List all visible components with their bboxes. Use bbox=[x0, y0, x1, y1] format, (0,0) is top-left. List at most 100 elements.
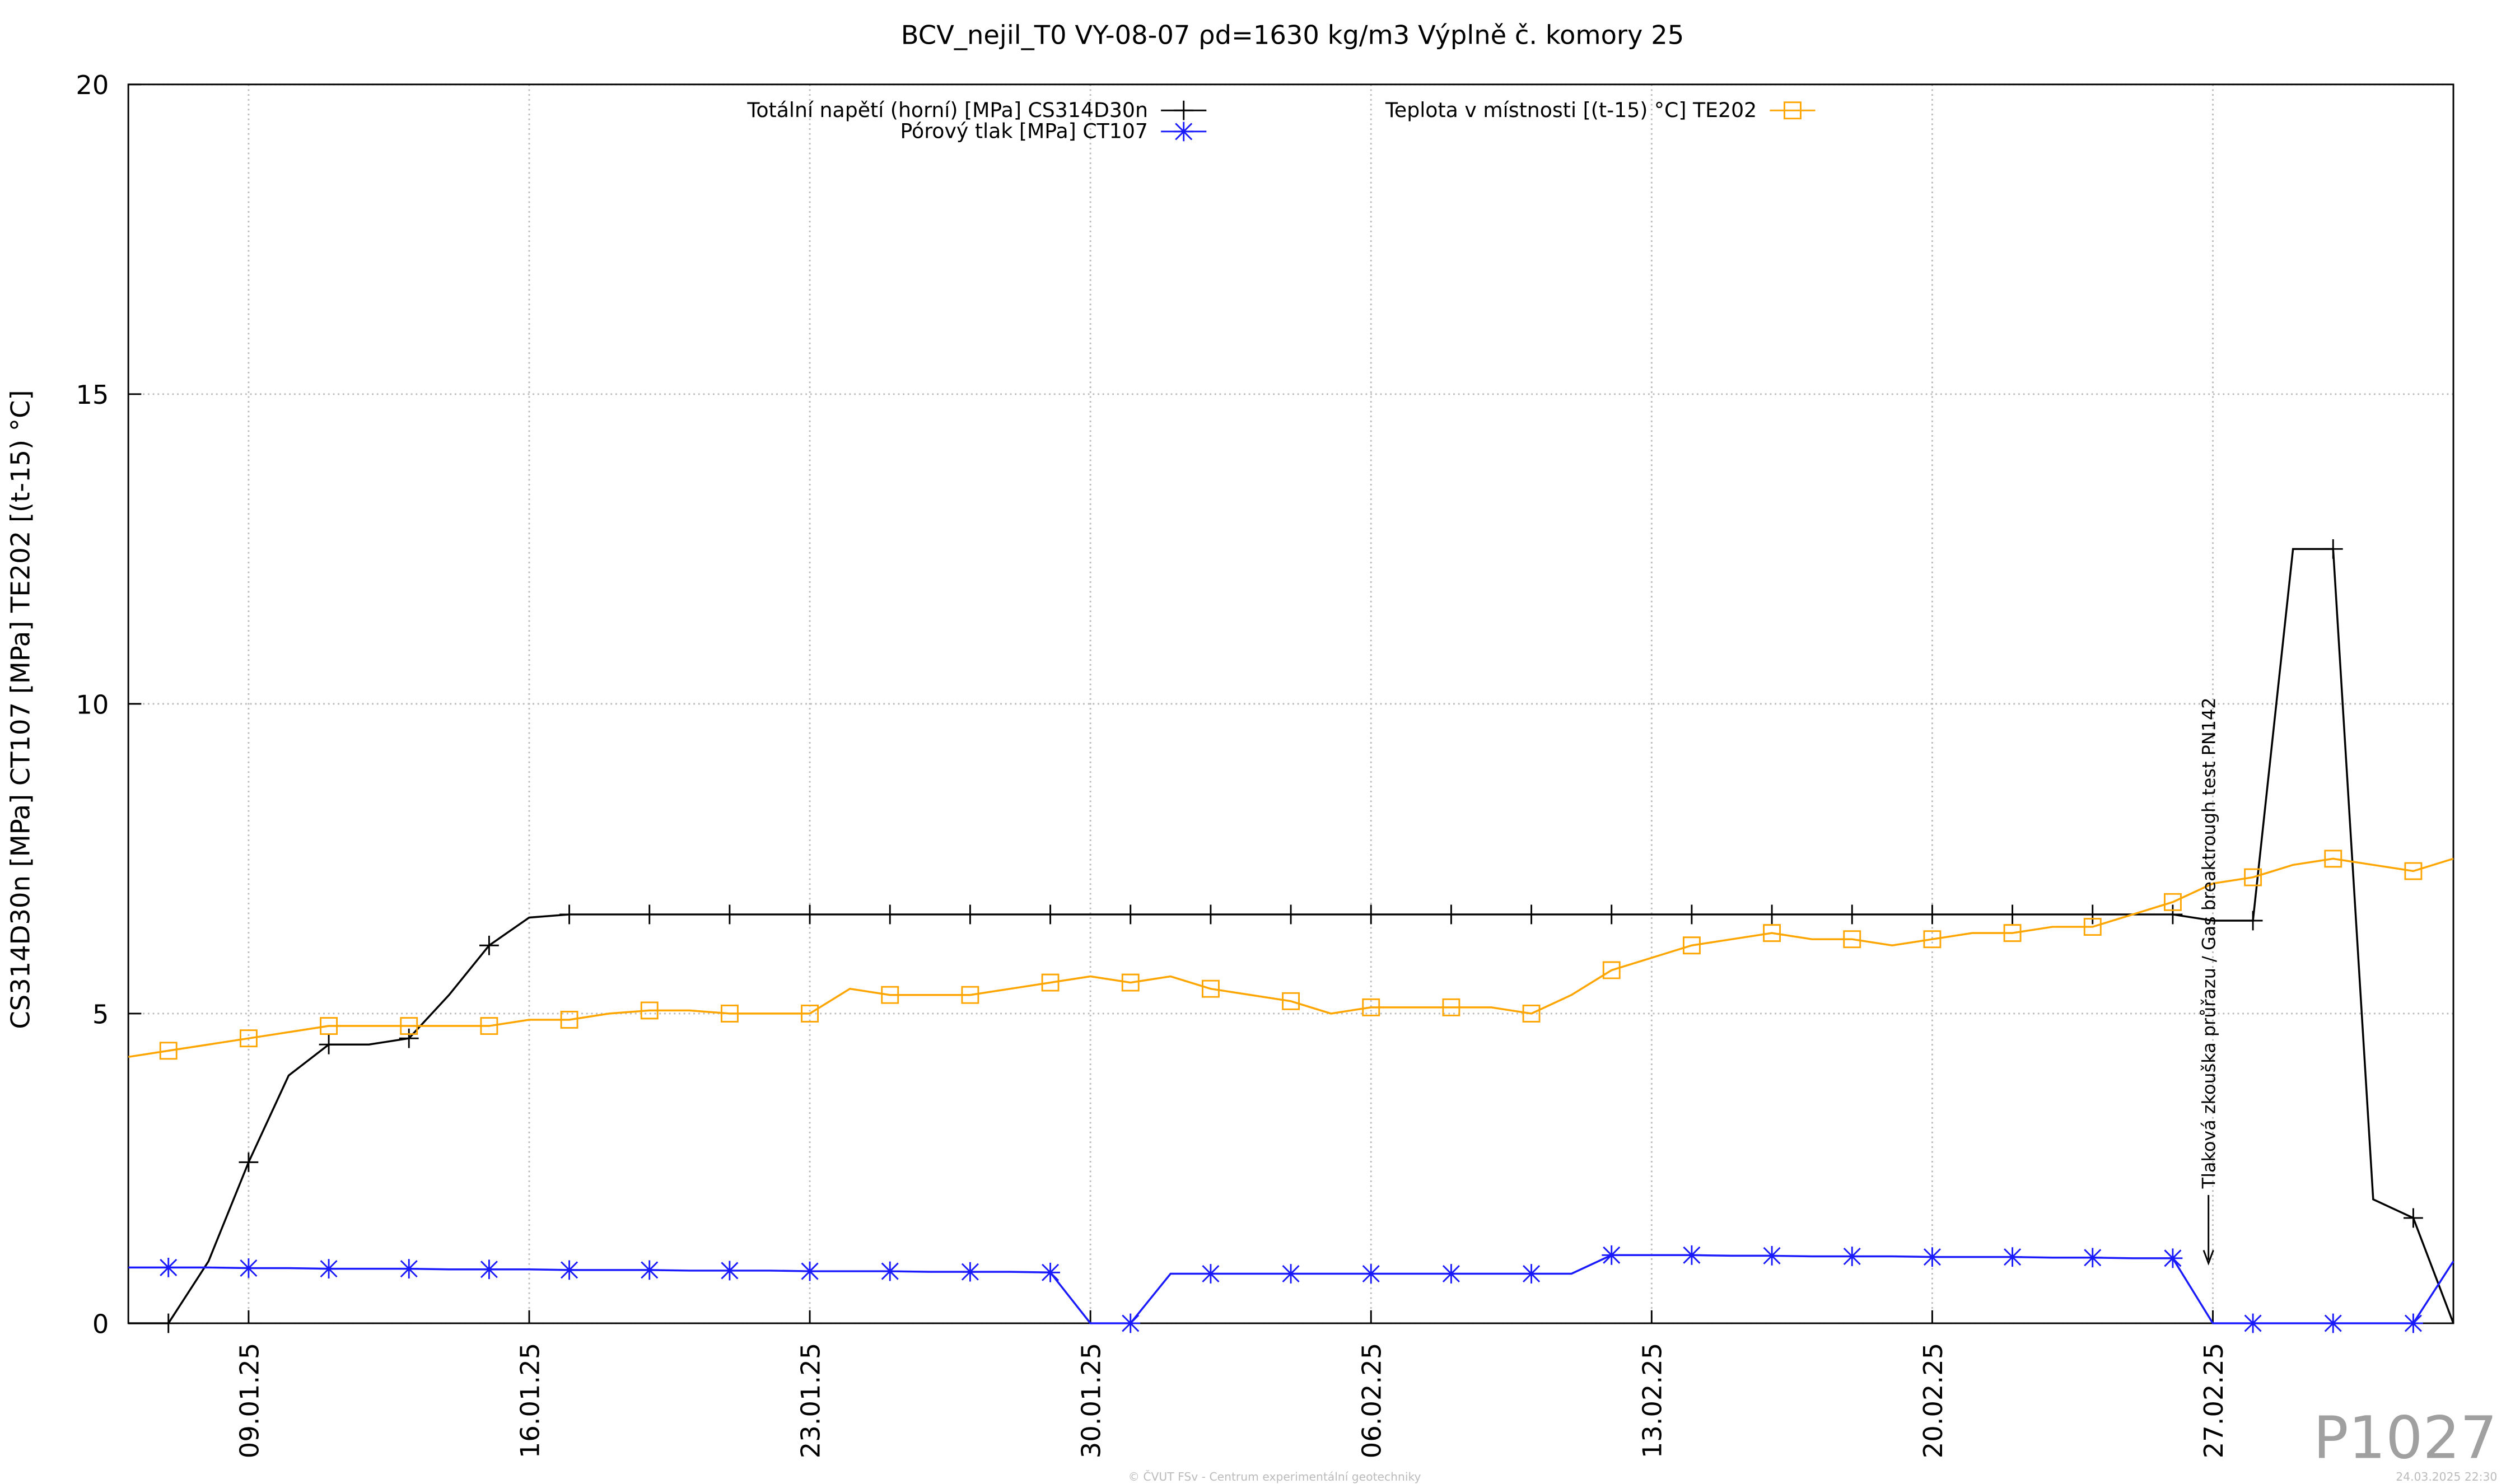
marker bbox=[640, 904, 660, 925]
x-tick-label: 13.02.25 bbox=[1637, 1343, 1668, 1459]
marker bbox=[1682, 936, 1701, 955]
marker bbox=[2404, 1313, 2423, 1333]
marker bbox=[720, 904, 740, 925]
marker bbox=[479, 935, 499, 955]
marker bbox=[2163, 904, 2183, 925]
x-tick-label: 30.01.25 bbox=[1076, 1343, 1107, 1459]
marker bbox=[800, 904, 820, 925]
annotation: Tlaková zkouška průřazu / Gas breaktroug… bbox=[2198, 697, 2219, 1189]
marker bbox=[1602, 961, 1621, 979]
marker bbox=[1922, 1247, 1942, 1267]
marker bbox=[2323, 1313, 2343, 1333]
marker bbox=[2003, 924, 2022, 942]
marker bbox=[239, 1152, 259, 1172]
marker bbox=[1923, 930, 1942, 949]
marker bbox=[1361, 904, 1381, 925]
legend-label: Teplota v místnosti [(t-15) °C] TE202 bbox=[1385, 98, 1757, 122]
marker bbox=[1522, 1264, 1541, 1284]
marker bbox=[720, 1004, 739, 1023]
marker bbox=[320, 1017, 338, 1035]
marker bbox=[2083, 918, 2102, 936]
legend-label: Totální napětí (horní) [MPa] CS314D30n bbox=[746, 98, 1148, 122]
marker bbox=[1201, 904, 1221, 925]
marker bbox=[159, 1042, 178, 1060]
marker bbox=[2243, 911, 2263, 931]
marker bbox=[1762, 1246, 1782, 1266]
y-tick-label: 5 bbox=[92, 999, 109, 1029]
marker bbox=[158, 1313, 179, 1333]
legend-marker bbox=[1784, 101, 1802, 120]
marker bbox=[400, 1017, 418, 1035]
marker bbox=[480, 1017, 498, 1035]
marker bbox=[2083, 904, 2103, 925]
y-tick-label: 15 bbox=[76, 380, 109, 410]
marker bbox=[1842, 1247, 1862, 1266]
marker bbox=[1361, 1264, 1381, 1284]
watermark: P1027 bbox=[2313, 1404, 2498, 1472]
marker bbox=[2163, 1248, 2183, 1268]
x-tick-label: 06.02.25 bbox=[1357, 1343, 1387, 1459]
marker bbox=[479, 1259, 499, 1280]
marker bbox=[801, 1004, 819, 1023]
marker bbox=[2243, 1313, 2263, 1333]
marker bbox=[559, 1260, 579, 1280]
y-axis-label: CS314D30n [MPa] CT107 [MPa] TE202 [(t-15… bbox=[5, 390, 35, 1029]
marker bbox=[1040, 904, 1060, 925]
marker bbox=[1281, 904, 1301, 925]
series-line bbox=[128, 857, 2454, 1058]
marker bbox=[1201, 1264, 1221, 1284]
marker bbox=[961, 986, 979, 1004]
marker bbox=[1843, 930, 1861, 949]
marker bbox=[640, 1001, 659, 1020]
timestamp: 24.03.2025 22:30 bbox=[2396, 1470, 2497, 1483]
marker bbox=[2163, 893, 2182, 911]
marker bbox=[1762, 904, 1782, 925]
marker bbox=[1682, 904, 1702, 925]
marker bbox=[239, 1258, 259, 1278]
plot-frame bbox=[127, 83, 2454, 1324]
marker bbox=[2404, 1208, 2423, 1228]
marker bbox=[960, 1262, 980, 1282]
x-tick-label: 23.01.25 bbox=[795, 1343, 825, 1459]
marker bbox=[239, 1029, 258, 1048]
marker bbox=[2404, 862, 2423, 880]
marker bbox=[2003, 904, 2022, 925]
marker bbox=[1442, 998, 1460, 1016]
marker bbox=[2244, 868, 2262, 886]
marker bbox=[1602, 904, 1622, 925]
x-tick-label: 16.01.25 bbox=[515, 1343, 545, 1459]
marker bbox=[2324, 850, 2342, 868]
y-tick-label: 10 bbox=[76, 689, 109, 720]
y-tick-label: 0 bbox=[92, 1309, 109, 1339]
marker bbox=[1522, 1004, 1541, 1023]
marker bbox=[2083, 1248, 2103, 1268]
marker bbox=[559, 904, 579, 925]
marker bbox=[1763, 924, 1781, 942]
legend-marker bbox=[1174, 100, 1194, 120]
marker bbox=[319, 1259, 339, 1279]
marker bbox=[2003, 1247, 2022, 1267]
footer: © ČVUT FSv - Centrum experimentální geot… bbox=[1128, 1470, 1421, 1483]
marker bbox=[1040, 1262, 1060, 1282]
marker bbox=[319, 1034, 339, 1054]
marker bbox=[158, 1258, 179, 1277]
marker bbox=[1121, 973, 1140, 992]
annotation-arrowhead bbox=[2202, 1249, 2214, 1266]
marker bbox=[1842, 904, 1862, 925]
marker bbox=[881, 986, 899, 1004]
x-tick-label: 09.01.25 bbox=[234, 1343, 264, 1459]
y-tick-label: 20 bbox=[76, 70, 109, 100]
marker bbox=[560, 1011, 578, 1029]
marker bbox=[880, 904, 900, 925]
marker bbox=[1602, 1245, 1622, 1265]
marker bbox=[1922, 904, 1942, 925]
legend-label: Pórový tlak [MPa] CT107 bbox=[900, 119, 1147, 143]
marker bbox=[960, 904, 980, 925]
legend-marker bbox=[1174, 122, 1194, 142]
marker bbox=[1441, 1264, 1461, 1284]
marker bbox=[640, 1260, 660, 1280]
x-tick-label: 27.02.25 bbox=[2199, 1343, 2229, 1459]
marker bbox=[1682, 1245, 1702, 1265]
